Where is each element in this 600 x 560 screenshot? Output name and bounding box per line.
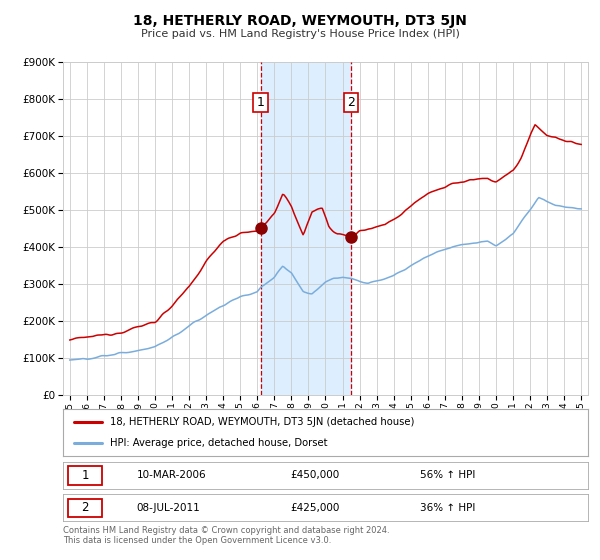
- Text: 36% ↑ HPI: 36% ↑ HPI: [420, 503, 475, 513]
- Text: 18, HETHERLY ROAD, WEYMOUTH, DT3 5JN (detached house): 18, HETHERLY ROAD, WEYMOUTH, DT3 5JN (de…: [110, 417, 415, 427]
- Text: £425,000: £425,000: [290, 503, 340, 513]
- Text: 2: 2: [347, 96, 355, 109]
- Text: 18, HETHERLY ROAD, WEYMOUTH, DT3 5JN: 18, HETHERLY ROAD, WEYMOUTH, DT3 5JN: [133, 14, 467, 28]
- Text: Contains HM Land Registry data © Crown copyright and database right 2024.
This d: Contains HM Land Registry data © Crown c…: [63, 526, 389, 545]
- Text: 10-MAR-2006: 10-MAR-2006: [137, 470, 206, 480]
- Text: 1: 1: [82, 469, 89, 482]
- Bar: [260, 62, 352, 395]
- Text: 08-JUL-2011: 08-JUL-2011: [137, 503, 200, 513]
- Text: HPI: Average price, detached house, Dorset: HPI: Average price, detached house, Dors…: [110, 438, 328, 448]
- Text: 2: 2: [82, 501, 89, 515]
- FancyBboxPatch shape: [68, 498, 103, 517]
- FancyBboxPatch shape: [68, 466, 103, 485]
- Text: £450,000: £450,000: [290, 470, 340, 480]
- Text: Price paid vs. HM Land Registry's House Price Index (HPI): Price paid vs. HM Land Registry's House …: [140, 29, 460, 39]
- Text: 1: 1: [257, 96, 265, 109]
- Text: 56% ↑ HPI: 56% ↑ HPI: [420, 470, 475, 480]
